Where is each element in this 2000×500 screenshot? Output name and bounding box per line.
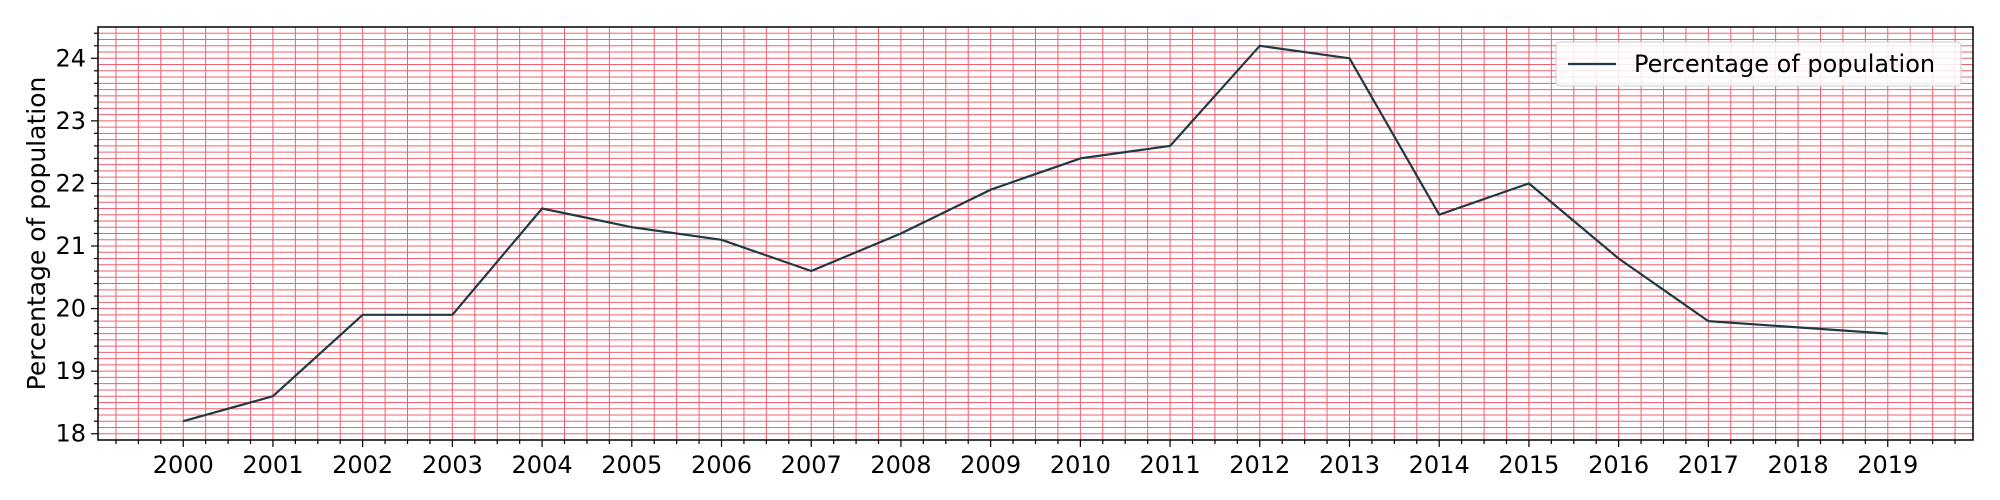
y-tick-label: 20 <box>55 295 86 323</box>
series-line <box>182 44 1888 423</box>
x-tick-label: 2009 <box>960 451 1021 479</box>
x-tick-label: 2007 <box>781 451 842 479</box>
x-axis: 2000 2001 2002 2003 2004 2005 2006 2007 2008 2009… <box>115 440 1956 479</box>
x-tick-label: 2006 <box>691 451 752 479</box>
x-tick-label: 2011 <box>1140 451 1201 479</box>
x-tick-label: 2017 <box>1678 451 1739 479</box>
y-tick-label: 18 <box>55 420 86 448</box>
x-tick-label: 2019 <box>1857 451 1918 479</box>
x-tick-label: 2014 <box>1409 451 1470 479</box>
x-tick-label: 2015 <box>1498 451 1559 479</box>
x-tick-label: 2004 <box>512 451 573 479</box>
x-tick-label: 2002 <box>332 451 393 479</box>
x-tick-label: 2018 <box>1768 451 1829 479</box>
y-axis-label: Percentage of population <box>22 77 51 391</box>
y-tick-label: 24 <box>55 44 86 72</box>
x-tick-label: 2013 <box>1319 451 1380 479</box>
x-tick-label: 2001 <box>242 451 303 479</box>
x-tick-label: 2003 <box>422 451 483 479</box>
x-tick-label: 2016 <box>1588 451 1649 479</box>
y-tick-label: 23 <box>55 107 86 135</box>
legend-box <box>1555 41 1962 87</box>
y-axis: 18 19 20 21 22 23 24 <box>55 32 98 448</box>
plot-area <box>182 44 1888 423</box>
y-tick-label: 22 <box>55 169 86 197</box>
y-tick-label: 19 <box>55 357 86 385</box>
y-tick-label: 21 <box>55 232 86 260</box>
legend: Percentage of population <box>1555 41 1962 87</box>
x-tick-label: 2005 <box>601 451 662 479</box>
legend-label: Percentage of population <box>1634 50 1935 78</box>
x-tick-label: 2012 <box>1229 451 1290 479</box>
x-tick-label: 2010 <box>1050 451 1111 479</box>
grid <box>98 26 1973 441</box>
x-tick-label: 2000 <box>153 451 214 479</box>
x-tick-label: 2008 <box>870 451 931 479</box>
